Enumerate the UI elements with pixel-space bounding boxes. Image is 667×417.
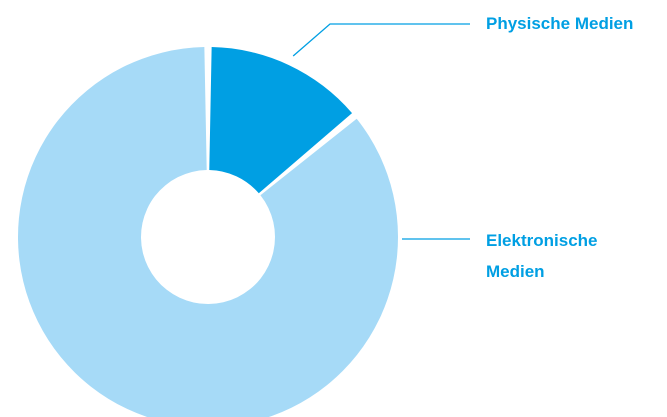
leader-line-physische-medien (292, 23, 470, 57)
donut-slices (18, 47, 398, 417)
leader-lines (292, 23, 470, 240)
slice-label-physische-medien: Physische Medien (486, 14, 634, 33)
slice-label-elektronische-medien: Elektronische Medien (486, 231, 598, 281)
slice-physische-medien (209, 47, 353, 194)
slice-elektronische-medien (18, 47, 398, 417)
